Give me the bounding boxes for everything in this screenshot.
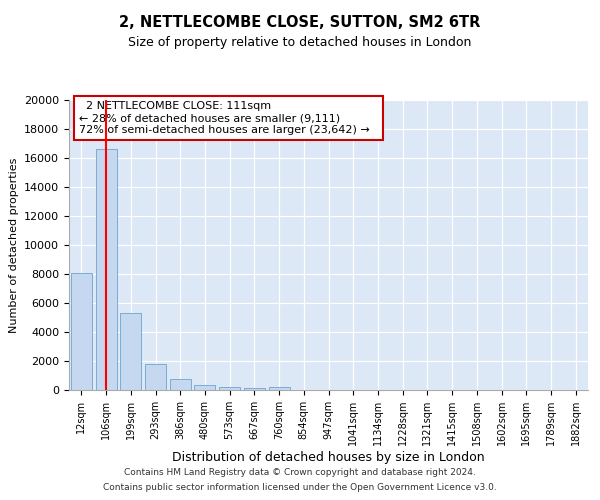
Bar [120,313,141,390]
X-axis label: Distribution of detached houses by size in London: Distribution of detached houses by size … [172,451,485,464]
Bar [219,387,240,390]
Bar [244,388,265,390]
Text: Contains public sector information licensed under the Open Government Licence v3: Contains public sector information licen… [103,483,497,492]
Bar [71,272,92,390]
Bar [95,150,116,390]
Text: Size of property relative to detached houses in London: Size of property relative to detached ho… [128,36,472,49]
Bar [145,364,166,390]
Text: 2 NETTLECOMBE CLOSE: 111sqm
← 28% of detached houses are smaller (9,111)
72% of : 2 NETTLECOMBE CLOSE: 111sqm ← 28% of det… [79,102,377,134]
Bar [194,385,215,390]
Text: 2, NETTLECOMBE CLOSE, SUTTON, SM2 6TR: 2, NETTLECOMBE CLOSE, SUTTON, SM2 6TR [119,15,481,30]
Y-axis label: Number of detached properties: Number of detached properties [8,158,19,332]
Bar [170,379,191,390]
Text: Contains HM Land Registry data © Crown copyright and database right 2024.: Contains HM Land Registry data © Crown c… [124,468,476,477]
Bar [269,387,290,390]
